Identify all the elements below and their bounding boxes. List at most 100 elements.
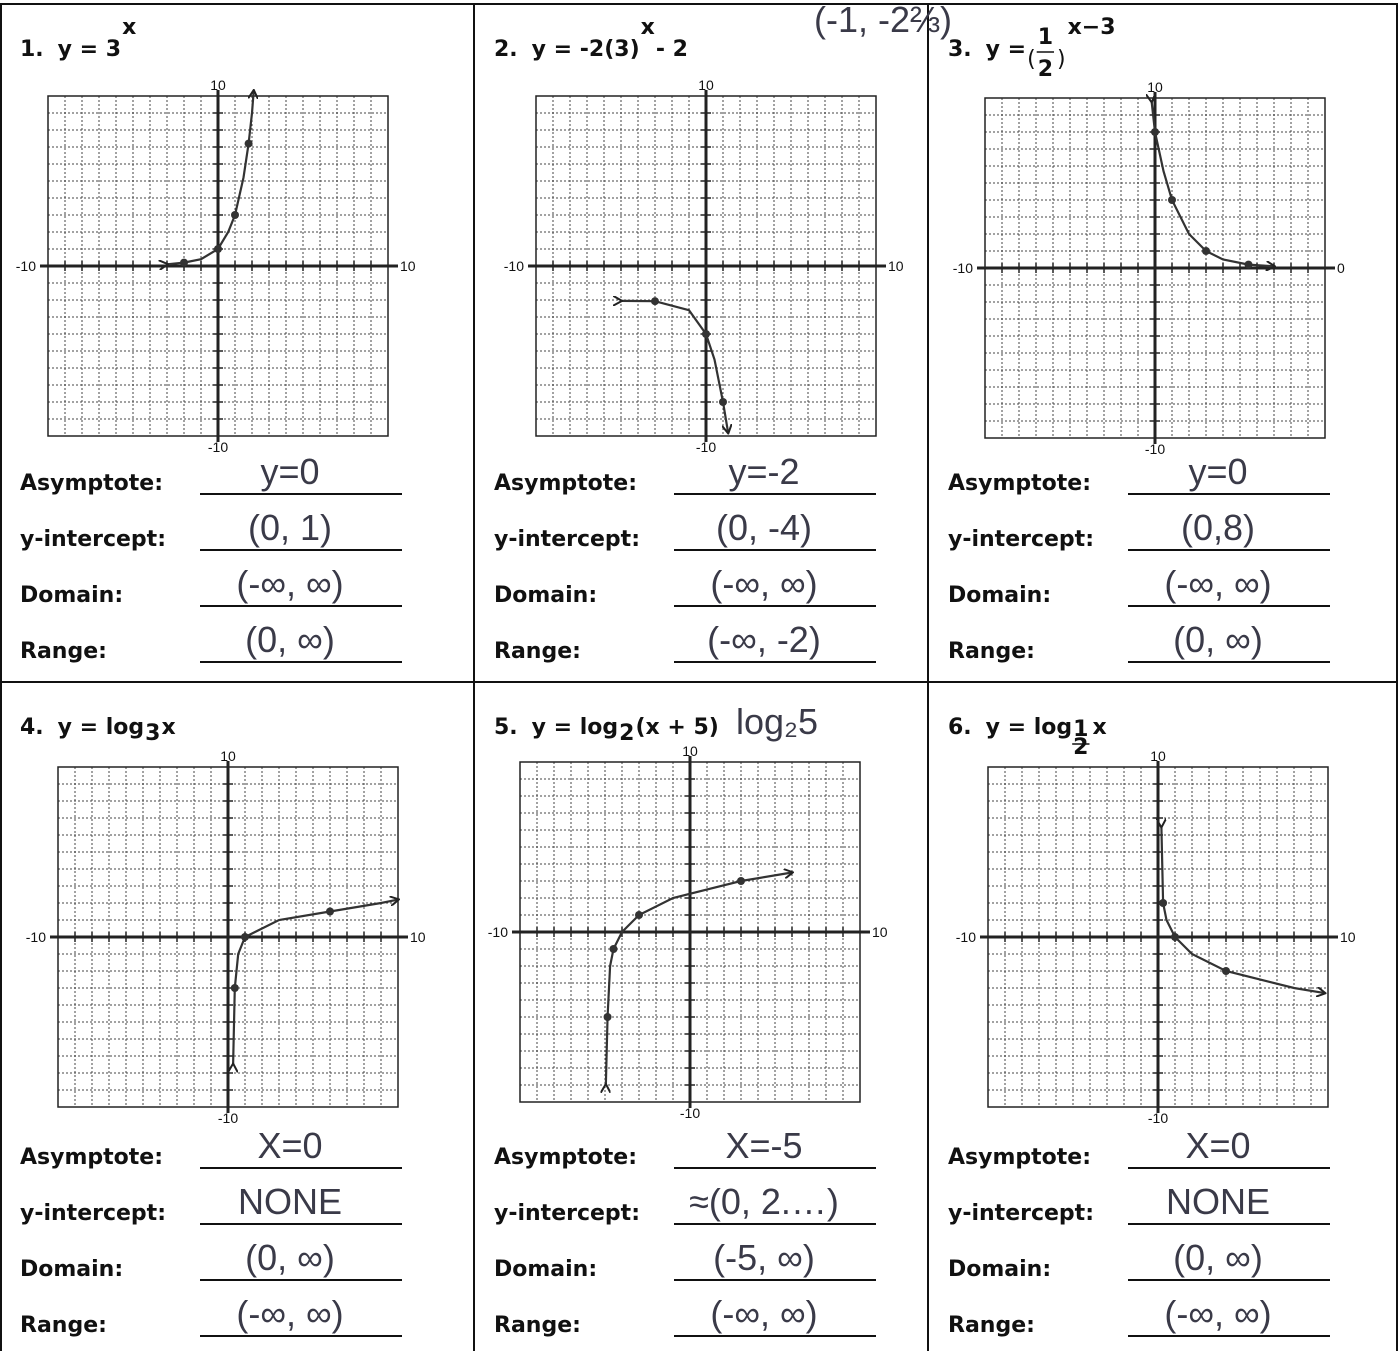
equation-part: 2 [619,721,634,746]
axis-label: 10 [1340,929,1356,945]
plotted-point [1244,260,1253,269]
field-label: y-intercept: [948,527,1094,552]
field-label: Range: [494,639,581,664]
field-label: Range: [494,1313,581,1338]
equation-part: ) [1057,47,1066,72]
plotted-point [1159,899,1168,907]
field-label: Asymptote: [20,1145,163,1170]
axis-label: 0 [1337,260,1345,276]
plotted-point [603,1013,612,1021]
handwritten-answer: y=0 [260,451,319,492]
handwritten-answer: (0, 1) [248,507,332,548]
axis-label: -10 [26,929,46,945]
equation-part: y = 3 [58,37,121,62]
equation-part: y = -2(3) [532,37,640,62]
plotted-point [651,297,659,306]
panel-borders [0,3,1398,1351]
coordinate-grid: 10 -10 -10 10 [16,77,416,455]
axis-label: 10 [1147,79,1163,95]
graph-curve [167,91,254,264]
equation-part: 2 [1038,57,1053,82]
handwritten-answer: (-∞, ∞) [1164,1293,1271,1334]
plotted-point [241,933,249,941]
handwritten-answer: (0, ∞) [1173,619,1263,660]
axis-label: -10 [1145,441,1165,457]
plotted-point [1168,196,1176,204]
handwritten-answer: X=0 [1185,1125,1250,1166]
plotted-point [1171,933,1179,941]
coordinate-grid: 10 -10 -10 10 [956,748,1356,1126]
handwritten-answer: (-∞, ∞) [710,563,817,604]
plotted-point [244,139,253,148]
plotted-point [737,877,745,885]
axis-label: -10 [680,1105,700,1121]
field-label: Range: [20,639,107,664]
problem-number: 6. [948,715,972,740]
handwritten-answer: y=0 [1188,451,1247,492]
equation-part: y = [986,37,1026,62]
axis-label: -10 [218,1110,238,1126]
axis-label: -10 [696,439,716,455]
graph-curve [233,900,398,1065]
problem-panel: 3. y = (1 2)x−3 10 -10 -10 0 Asymptote: y=0 y-int… [948,15,1345,664]
equation-part: x [161,715,175,740]
plotted-point [180,258,188,267]
problem-panel: 1. y = 3x 10 -10 -10 10 Asymptote: y=0 y-interce… [16,15,416,664]
plotted-point [214,245,222,253]
axis-label: -10 [488,924,508,940]
handwritten-note: (-1, -2⅔) [814,0,952,40]
equation-part: x [1092,715,1106,740]
handwritten-answer: (-∞, ∞) [1164,563,1271,604]
handwritten-answer: (0, ∞) [245,619,335,660]
plotted-point [230,984,239,992]
axis-label: -10 [16,258,36,274]
axis-label: 10 [410,929,426,945]
handwritten-answer: (0, ∞) [245,1237,335,1278]
field-label: Range: [20,1313,107,1338]
equation-part: 3 [145,721,160,746]
field-label: Domain: [494,583,597,608]
plotted-point [1222,967,1230,975]
plotted-point [635,911,643,919]
equation-part: 1 [1038,25,1053,50]
handwritten-answer: (-∞, ∞) [236,1293,343,1334]
handwritten-answer: (-∞, ∞) [236,563,343,604]
field-label: y-intercept: [494,527,640,552]
field-label: Asymptote: [948,471,1091,496]
equation-part: - 2 [656,37,688,62]
equation-part: y = log [986,715,1073,740]
coordinate-grid: 10 -10 -10 0 [953,79,1345,457]
plotted-point [719,398,727,406]
plotted-point [326,907,334,916]
field-label: Asymptote: [948,1145,1091,1170]
graph-curve [1152,101,1274,266]
plotted-point [609,945,618,953]
equation-part: y = log [58,715,145,740]
handwritten-answer: X=-5 [725,1125,802,1166]
equation-part: x−3 [1068,15,1116,40]
coordinate-grid: 10 -10 -10 10 [504,77,904,455]
coordinate-grid: 10 -10 -10 10 [26,748,426,1126]
field-label: Domain: [20,583,123,608]
axis-label: -10 [956,929,976,945]
field-label: Asymptote: [20,471,163,496]
equation-part: x [122,15,136,40]
handwritten-answer: (-∞, -2) [707,619,821,660]
field-label: Domain: [948,1257,1051,1282]
problem-number: 5. [494,715,518,740]
problem-panel: 5. y = log 2 (x + 5) log₂5 10 -10 -10 10 Asymptot… [488,701,888,1338]
axis-label: 10 [682,743,698,759]
equation-part: y = log [532,715,619,740]
axis-label: -10 [504,258,524,274]
axis-label: 10 [1150,748,1166,764]
handwritten-note: log₂5 [736,701,818,742]
coordinate-grid: 10 -10 -10 10 [488,743,888,1121]
problem-panel: 6. y = log 12 x 10 -10 -10 10 Asymptote: X=0 y-in… [948,715,1356,1338]
equation-part: 1 [1073,717,1088,742]
equation-part: x [641,15,655,40]
axis-label: -10 [1148,1110,1168,1126]
field-label: y-intercept: [20,527,166,552]
equation-part: ( [1027,47,1036,72]
axis-label: 10 [220,748,236,764]
